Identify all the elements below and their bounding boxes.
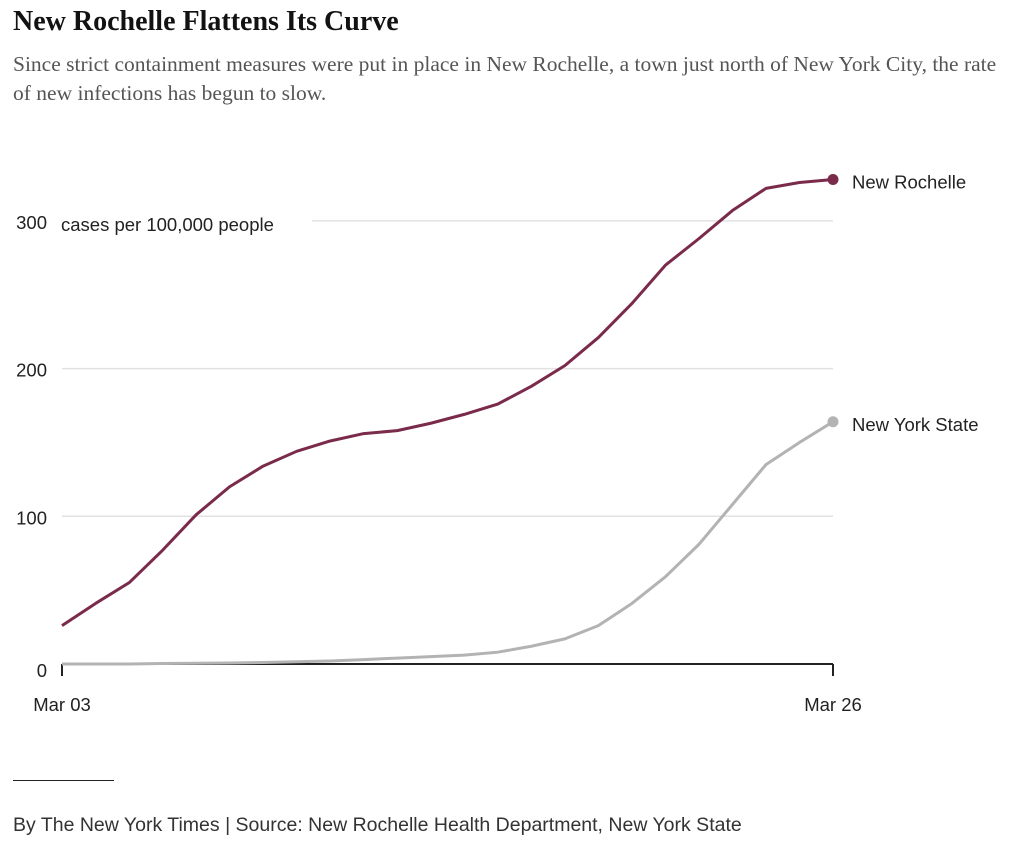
series-label: New Rochelle bbox=[852, 172, 966, 193]
y-tick-label: 200 bbox=[16, 360, 47, 381]
series-line bbox=[62, 420, 834, 666]
series-lines: New York State New Rochelle bbox=[61, 172, 979, 666]
x-tick-label: Mar 03 bbox=[33, 694, 91, 715]
series-line bbox=[61, 178, 834, 627]
chart-title: New Rochelle Flattens Its Curve bbox=[13, 6, 399, 37]
footer-divider bbox=[13, 780, 114, 781]
x-axis-ticks: Mar 03 Mar 26 bbox=[33, 664, 862, 715]
end-point-marker bbox=[827, 416, 839, 428]
y-tick-label: 100 bbox=[16, 507, 47, 528]
series-label: New York State bbox=[852, 414, 979, 435]
series-new-rochelle: New Rochelle bbox=[61, 172, 966, 627]
y-tick-label: 300 bbox=[16, 212, 47, 233]
y-tick-label: 0 bbox=[37, 660, 47, 681]
series-new-york-state: New York State bbox=[62, 414, 979, 666]
x-tick-label: Mar 26 bbox=[804, 694, 862, 715]
end-point-marker bbox=[827, 174, 839, 186]
y-axis-ticks: 0 100 200 300 bbox=[16, 212, 47, 681]
source-credit: By The New York Times | Source: New Roch… bbox=[13, 814, 742, 836]
gridlines bbox=[62, 220, 833, 518]
y-axis-label: cases per 100,000 people bbox=[61, 214, 274, 235]
chart-subtitle: Since strict containment measures were p… bbox=[13, 52, 997, 105]
